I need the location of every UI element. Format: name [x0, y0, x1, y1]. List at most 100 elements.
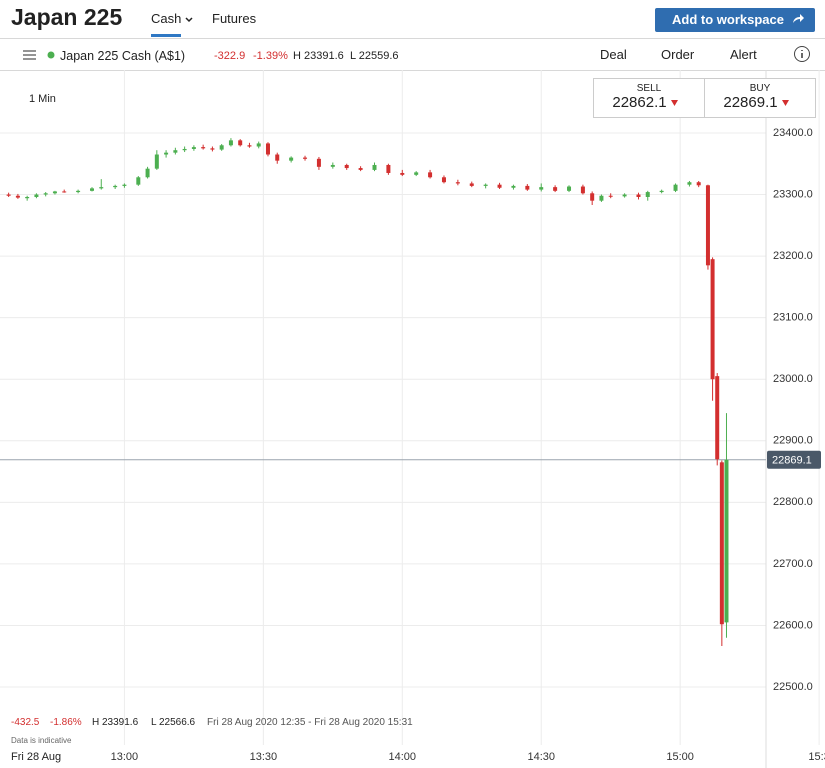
candle-body [372, 164, 377, 170]
candle-body [201, 147, 206, 149]
footer-high: H 23391.6 [92, 717, 139, 728]
candle-body [687, 182, 692, 185]
button-label: Add to workspace [672, 12, 784, 27]
candle-body [705, 185, 710, 266]
candle-body [414, 172, 419, 175]
candle-body [154, 154, 159, 169]
candle-body [330, 164, 335, 167]
candle-body [636, 194, 641, 197]
y-tick-label: 22600.0 [773, 619, 813, 631]
chevron [185, 17, 193, 23]
candle-body [599, 195, 604, 201]
candle-body [645, 192, 650, 197]
y-tick-label: 22500.0 [773, 681, 813, 693]
y-tick-label: 23100.0 [773, 312, 813, 324]
candle-body [719, 462, 724, 625]
chart: 13:00 13:30 14:00 14:30 15:00 15:3 22500.0 2260… [0, 70, 825, 768]
menu-icon[interactable] [23, 50, 36, 60]
candle-body [580, 186, 585, 194]
candle-body [673, 184, 678, 191]
candle-body [316, 158, 321, 167]
candle-body [182, 148, 187, 151]
candle-body [696, 182, 701, 186]
candle-body [539, 187, 544, 190]
arrow-icon [792, 14, 804, 23]
x-tick-label: 15:3 [808, 751, 825, 763]
candle-body [191, 147, 196, 149]
add-to-workspace[interactable]: Add to workspace [655, 8, 815, 32]
candle-body [715, 376, 720, 460]
y-tick-label: 22700.0 [773, 558, 813, 570]
candle-body [247, 145, 252, 147]
last-price-box [767, 450, 821, 469]
status-dot [47, 51, 55, 59]
sell-price: 22862.1 [588, 94, 704, 111]
title: Japan 225 [11, 4, 123, 30]
candle-body [590, 193, 595, 201]
change: -322.9 [214, 50, 246, 62]
candle-body [136, 177, 141, 185]
candle-body [89, 188, 94, 191]
candle-body [659, 190, 664, 193]
x-tick-label: 15:00 [666, 751, 694, 763]
y-tick-label: 23000.0 [773, 373, 813, 385]
candle-body [62, 191, 67, 193]
high: H 23391.6 [293, 50, 344, 62]
candle-body [122, 184, 127, 186]
candle-body [99, 187, 104, 189]
interval[interactable]: 1 Min [29, 93, 56, 105]
candle-body [210, 148, 215, 150]
tab-cash[interactable]: Cash [151, 11, 193, 26]
toolbar: Japan 225 Cash (A$1) -322.9 -1.39% H 233… [0, 39, 825, 71]
candle-body [469, 183, 474, 186]
candle-body [724, 459, 729, 623]
candle-body [497, 184, 502, 188]
x-tick-label: 13:30 [250, 751, 278, 763]
candle-body [76, 190, 81, 193]
candle-body [52, 191, 57, 194]
candle-body [553, 187, 558, 191]
x-tick-label: 13:00 [111, 751, 139, 763]
sell-value: 22862.1 [612, 94, 667, 111]
candle-body [525, 185, 530, 190]
instrument: Japan 225 Cash (A$1) [60, 49, 186, 63]
candle-body [34, 194, 39, 197]
candle-body [289, 157, 294, 161]
down-arrow [670, 100, 678, 106]
down-arrow [781, 100, 789, 106]
change-pct: -1.39% [253, 50, 288, 62]
candle-body [25, 196, 30, 199]
sell-box[interactable]: SELL 22862.1 [593, 78, 705, 118]
y-tick-label: 23300.0 [773, 188, 813, 200]
footer-note: Data is indicative [11, 736, 72, 745]
y-tick-label: 23400.0 [773, 127, 813, 139]
info-icon[interactable] [793, 45, 811, 63]
candle-body [622, 194, 627, 197]
candle-body [256, 143, 261, 147]
candle-body [608, 195, 613, 197]
footer-change: -432.5 [11, 717, 40, 728]
candle-body [15, 195, 20, 198]
candle-body [238, 140, 243, 146]
footer-date: Fri 28 Aug [11, 751, 62, 763]
candle-body [400, 172, 405, 175]
y-tick-label: 23200.0 [773, 250, 813, 262]
y-tick-label: 22800.0 [773, 496, 813, 508]
menu-deal[interactable]: Deal [600, 47, 627, 62]
footer-range: Fri 28 Aug 2020 12:35 - Fri 28 Aug 2020 … [207, 717, 413, 728]
buy-label: BUY [749, 83, 771, 94]
candle-body [483, 184, 488, 186]
candle-body [228, 140, 233, 146]
candle-body [164, 152, 169, 155]
candle-body [386, 164, 391, 173]
candle-body [265, 143, 270, 155]
menu-order[interactable]: Order [661, 47, 695, 62]
candle-body [43, 193, 48, 195]
buy-box[interactable]: BUY 22869.1 [704, 78, 816, 118]
menu-alert[interactable]: Alert [730, 47, 757, 62]
last-price-label: 22869.1 [772, 455, 812, 467]
candle-body [145, 168, 150, 178]
tab-futures[interactable]: Futures [212, 11, 257, 26]
candle-body [441, 177, 446, 183]
